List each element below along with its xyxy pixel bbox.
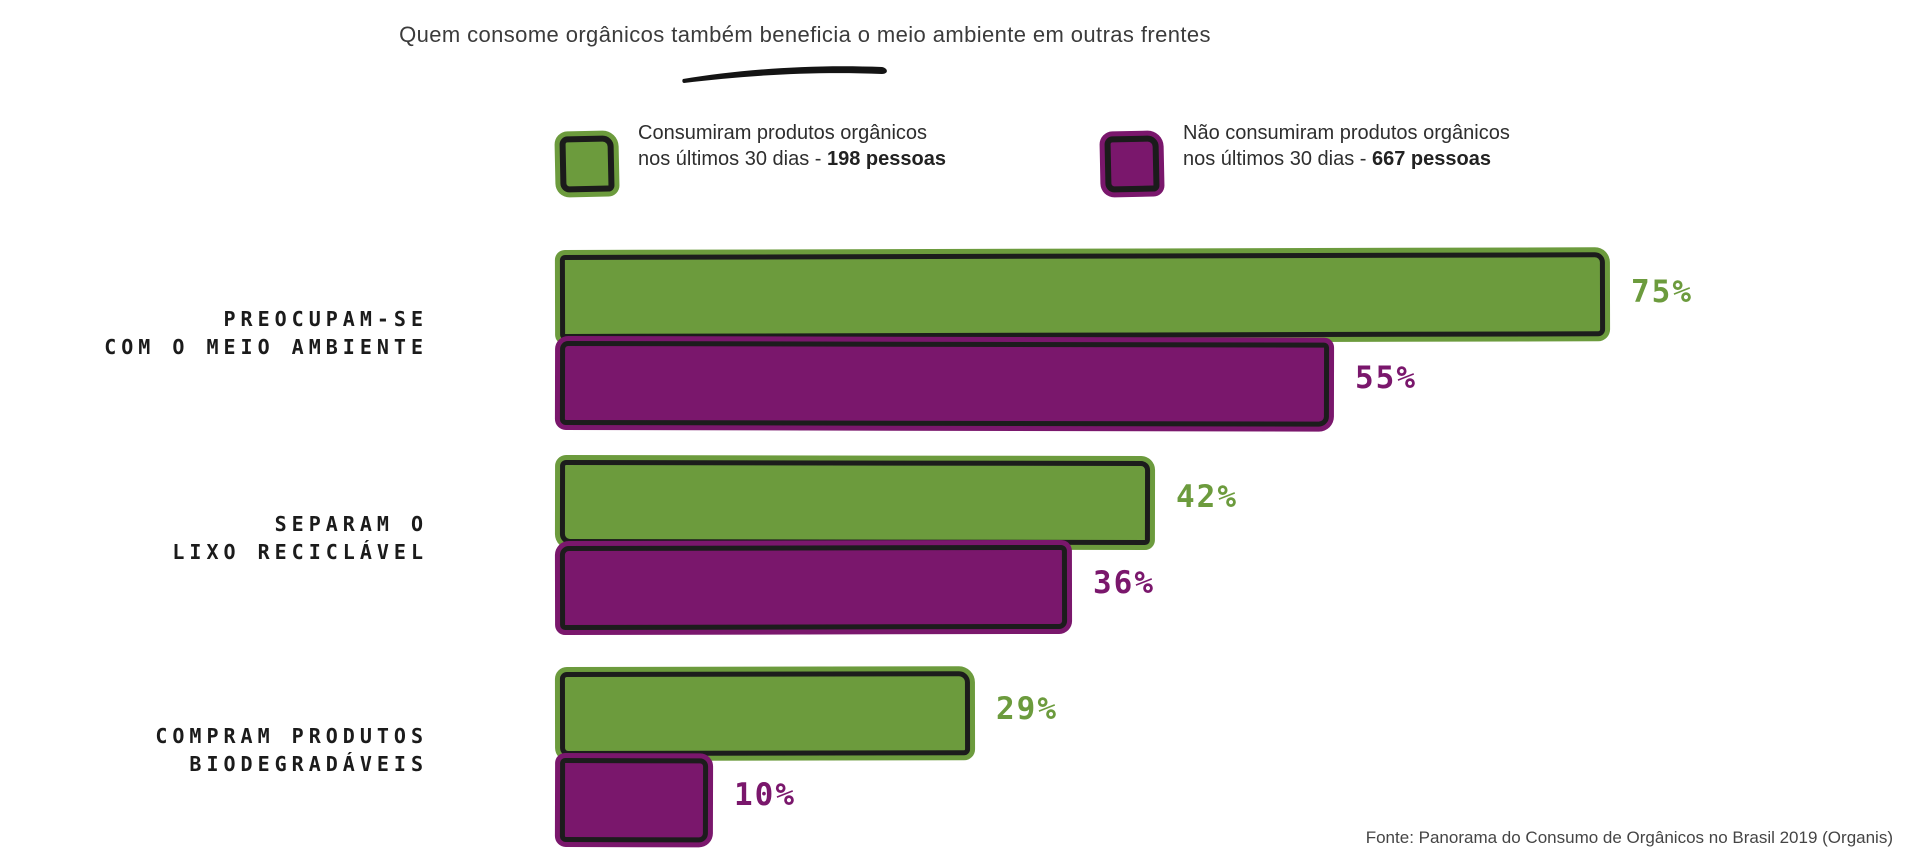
legend-count: 667 pessoas xyxy=(1371,148,1491,170)
category-label: COMPRAM PRODUTOS BIODEGRADÁVEIS xyxy=(155,724,428,776)
title-underline-stroke xyxy=(682,66,887,83)
bar-not-consumed xyxy=(559,341,1330,427)
bar-consumed xyxy=(559,671,971,756)
bar-not-consumed xyxy=(559,758,709,843)
value-label: 29% xyxy=(996,691,1058,727)
bar-consumed xyxy=(559,460,1151,546)
bar-not-consumed xyxy=(559,544,1068,630)
legend-item-not-consumed: Não consumiram produtos orgânicos nos úl… xyxy=(1104,120,1510,193)
chart-title: Quem consome orgânicos também beneficia … xyxy=(399,22,1211,47)
legend-line1: Consumiram produtos orgânicos xyxy=(638,122,928,144)
bar-consumed xyxy=(559,252,1606,339)
value-label: 10% xyxy=(734,777,796,813)
legend-line2-prefix: nos últimos 30 dias - xyxy=(1183,148,1372,170)
value-label: 75% xyxy=(1631,274,1693,310)
legend-line1: Não consumiram produtos orgânicos xyxy=(1183,122,1510,144)
legend-line2-prefix: nos últimos 30 dias - xyxy=(638,148,827,170)
category-label: SEPARAM O LIXO RECICLÁVEL xyxy=(172,512,428,564)
legend-label-consumed: Consumiram produtos orgânicos nos último… xyxy=(638,120,946,172)
legend-count: 198 pessoas xyxy=(826,148,946,170)
legend-label-not-consumed: Não consumiram produtos orgânicos nos úl… xyxy=(1183,120,1510,172)
category-label: PREOCUPAM-SE COM O MEIO AMBIENTE xyxy=(104,307,428,359)
value-label: 36% xyxy=(1093,565,1155,601)
legend-item-consumed: Consumiram produtos orgânicos nos último… xyxy=(559,120,946,193)
source-note: Fonte: Panorama do Consumo de Orgânicos … xyxy=(1365,828,1893,847)
value-label: 42% xyxy=(1176,479,1238,515)
value-label: 55% xyxy=(1355,360,1417,396)
